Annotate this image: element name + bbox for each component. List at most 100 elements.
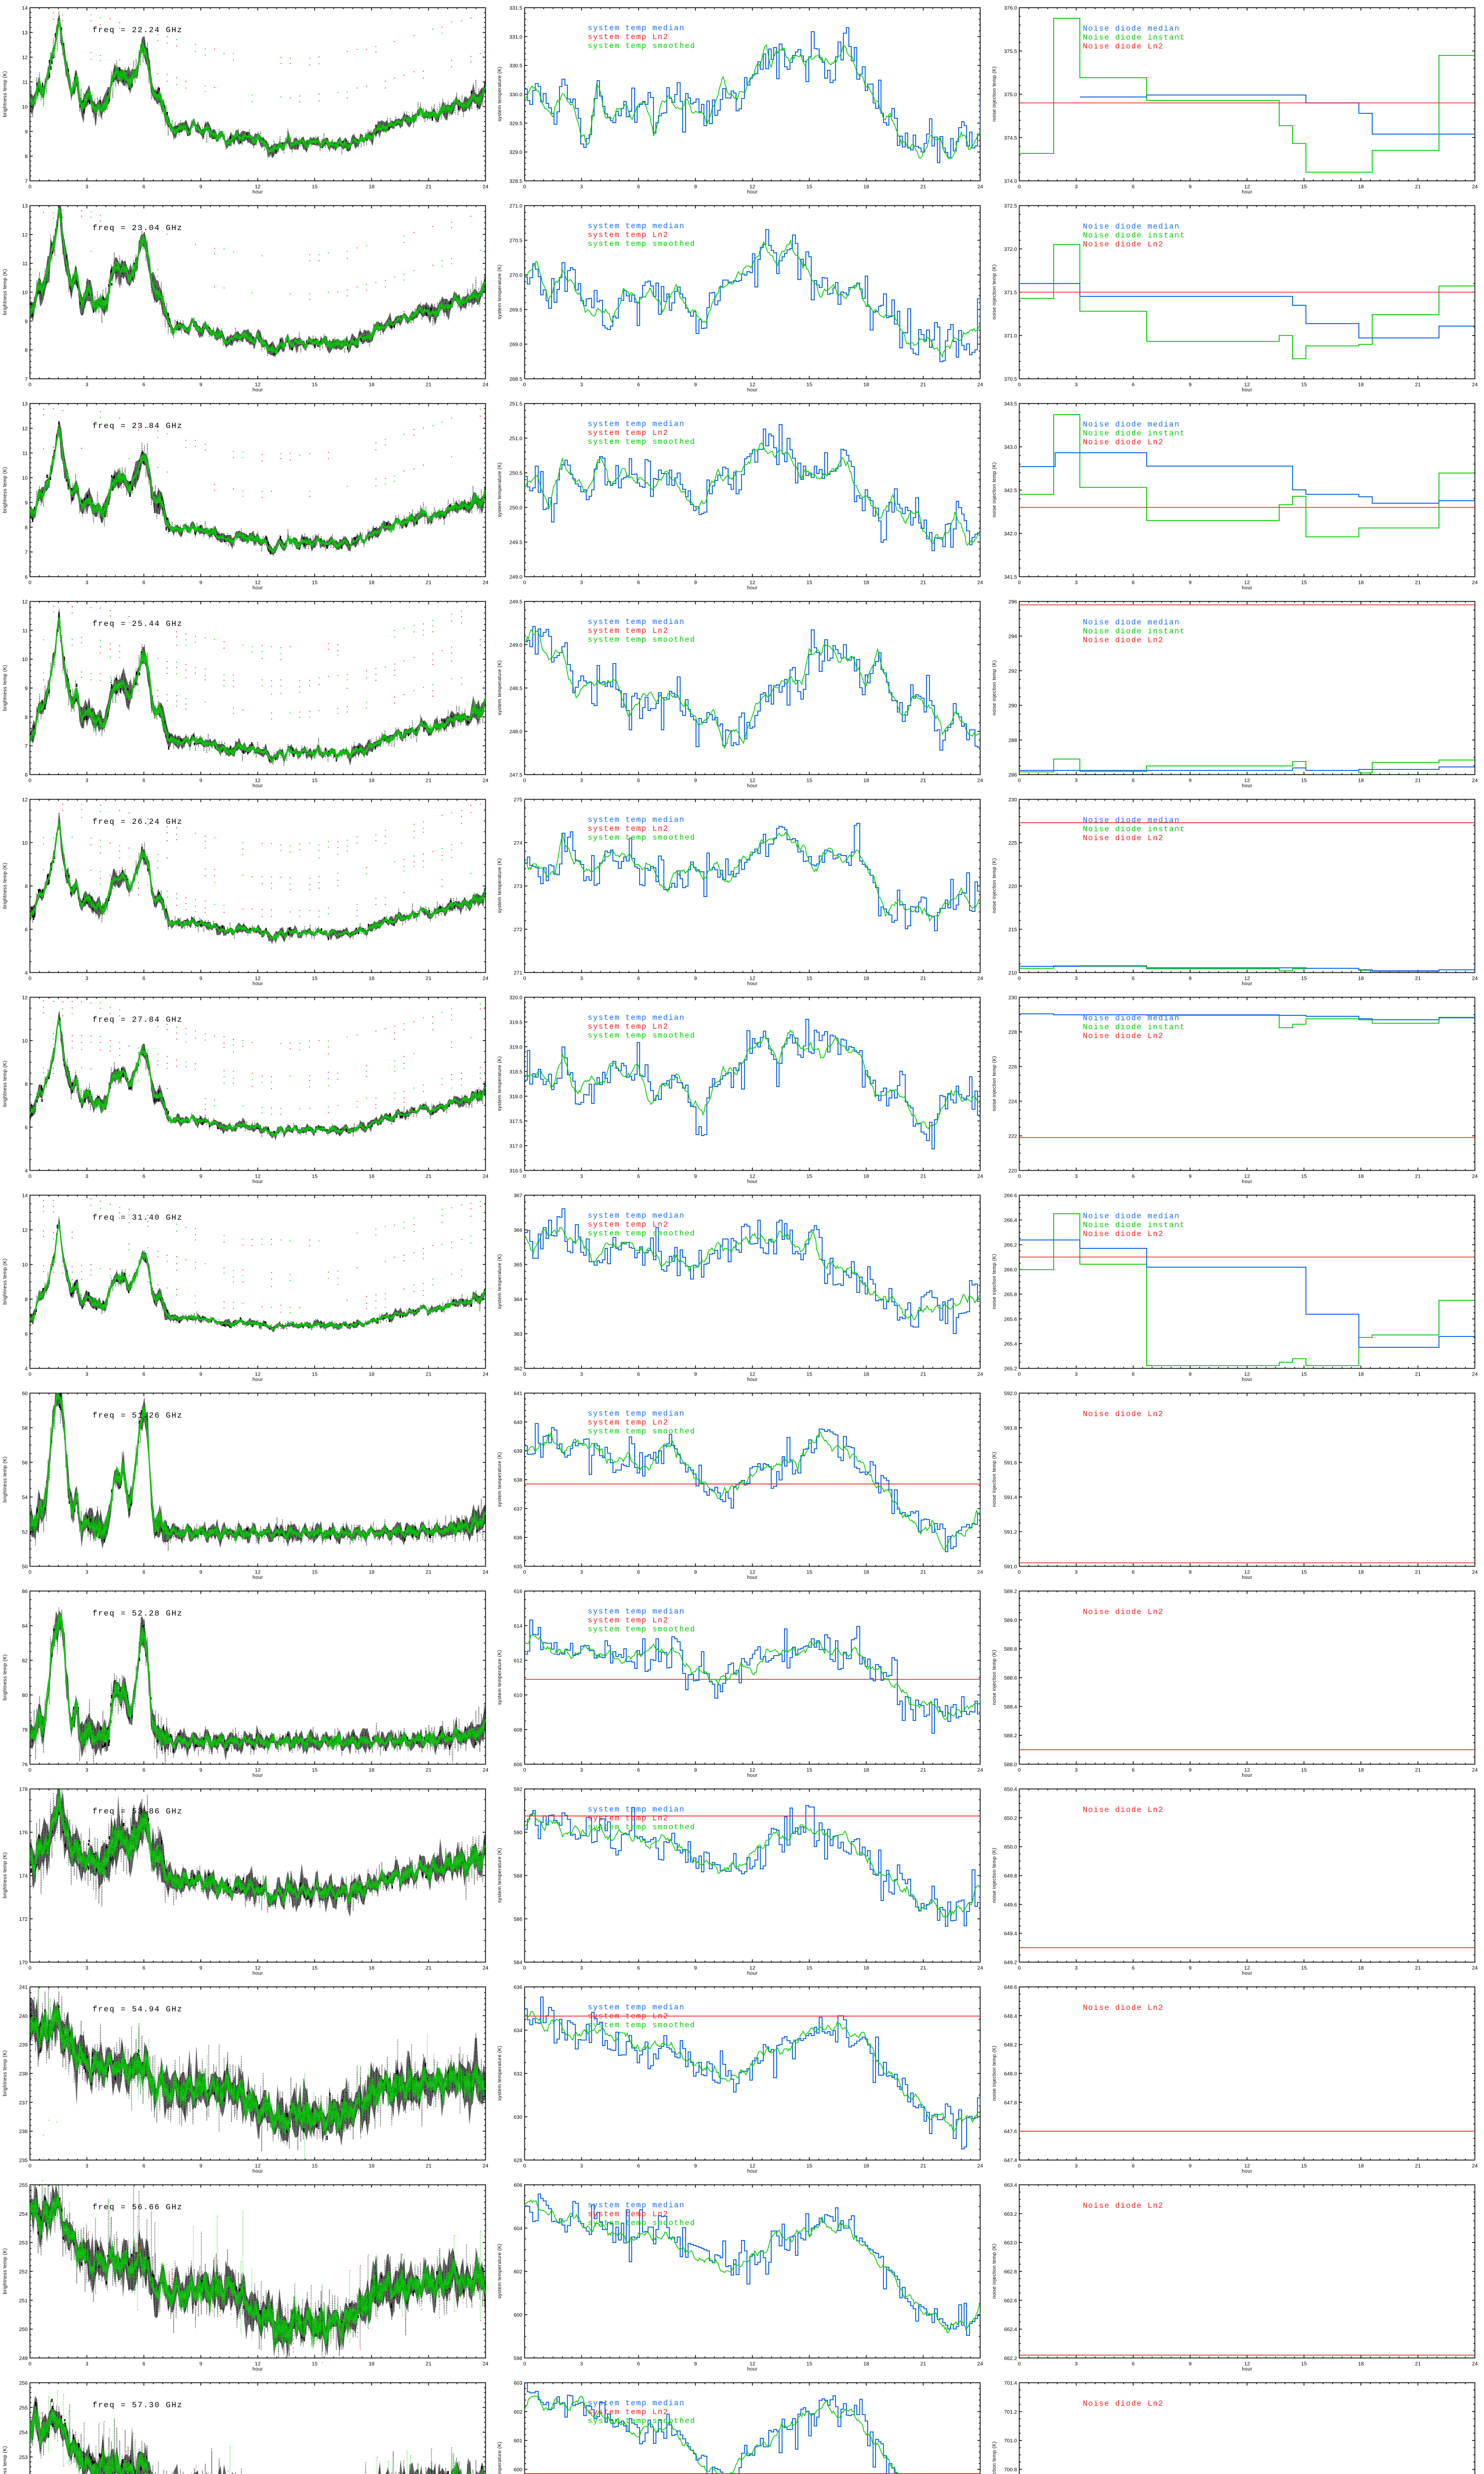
svg-text:0: 0 <box>29 1965 32 1971</box>
svg-text:648.4: 648.4 <box>1004 2013 1017 2019</box>
svg-text:24: 24 <box>483 1965 489 1971</box>
svg-text:21: 21 <box>1415 1174 1421 1180</box>
svg-text:hour: hour <box>252 1179 263 1185</box>
svg-text:24: 24 <box>483 2361 489 2367</box>
svg-text:Noise diode median: Noise diode median <box>1083 816 1180 825</box>
svg-text:9: 9 <box>694 382 697 388</box>
svg-text:0: 0 <box>523 1372 526 1378</box>
svg-text:Noise diode Ln2: Noise diode Ln2 <box>1083 1608 1164 1617</box>
svg-text:brightness temp (K): brightness temp (K) <box>2 71 8 117</box>
svg-text:248.5: 248.5 <box>510 686 522 692</box>
svg-text:649.8: 649.8 <box>1004 1873 1017 1879</box>
svg-text:21: 21 <box>426 1965 432 1971</box>
svg-text:21: 21 <box>426 2163 432 2169</box>
svg-text:330.0: 330.0 <box>510 92 522 98</box>
svg-text:0: 0 <box>29 1372 32 1378</box>
svg-text:6: 6 <box>1132 1570 1135 1575</box>
svg-text:662.2: 662.2 <box>1004 2356 1017 2362</box>
svg-text:10: 10 <box>22 840 28 846</box>
svg-text:588.2: 588.2 <box>1004 1733 1017 1739</box>
svg-text:241: 241 <box>19 1985 28 1991</box>
svg-text:226: 226 <box>1008 1064 1017 1070</box>
svg-text:system temperature (K): system temperature (K) <box>497 1254 503 1309</box>
svg-text:12: 12 <box>749 1965 755 1971</box>
svg-text:hour: hour <box>1242 783 1252 789</box>
svg-text:0: 0 <box>1018 976 1021 982</box>
svg-text:noise injection temp (K): noise injection temp (K) <box>992 264 997 320</box>
svg-text:Noise diode Ln2: Noise diode Ln2 <box>1083 1230 1164 1238</box>
svg-text:3: 3 <box>86 1767 89 1773</box>
svg-text:3: 3 <box>86 1372 89 1378</box>
svg-text:3: 3 <box>1075 1570 1078 1575</box>
svg-text:11: 11 <box>22 80 28 86</box>
svg-text:9: 9 <box>1189 1174 1192 1180</box>
svg-text:Noise diode Ln2: Noise diode Ln2 <box>1083 2003 1164 2012</box>
svg-text:12: 12 <box>749 1767 755 1773</box>
svg-text:701.2: 701.2 <box>1004 2409 1017 2415</box>
svg-text:13: 13 <box>22 30 28 36</box>
svg-text:18: 18 <box>863 1570 869 1575</box>
svg-text:hour: hour <box>747 2367 758 2372</box>
svg-text:265.4: 265.4 <box>1004 1341 1017 1347</box>
svg-text:6: 6 <box>1132 2163 1135 2169</box>
svg-text:6: 6 <box>142 778 145 784</box>
svg-text:0: 0 <box>523 382 526 388</box>
svg-text:11: 11 <box>22 451 28 457</box>
svg-text:12: 12 <box>749 976 755 982</box>
svg-text:12: 12 <box>22 599 28 605</box>
svg-text:316.5: 316.5 <box>510 1168 522 1174</box>
svg-text:632: 632 <box>513 2071 522 2077</box>
svg-text:system temp smoothed: system temp smoothed <box>588 2021 696 2030</box>
svg-text:9: 9 <box>694 1174 697 1180</box>
svg-text:hour: hour <box>747 1575 758 1580</box>
svg-text:0: 0 <box>29 1767 32 1773</box>
svg-text:9: 9 <box>1189 1570 1192 1575</box>
svg-text:18: 18 <box>369 1965 374 1971</box>
svg-text:13: 13 <box>22 203 28 209</box>
svg-text:329.5: 329.5 <box>510 121 522 127</box>
svg-text:21: 21 <box>1415 2163 1421 2169</box>
svg-text:375.0: 375.0 <box>1004 92 1017 98</box>
svg-text:24: 24 <box>1472 976 1478 982</box>
svg-text:Noise diode instant: Noise diode instant <box>1083 231 1185 240</box>
svg-text:10: 10 <box>22 476 28 481</box>
svg-text:6: 6 <box>637 1174 640 1180</box>
svg-text:3: 3 <box>1075 1767 1078 1773</box>
svg-text:9: 9 <box>1189 580 1192 586</box>
svg-text:system temp median: system temp median <box>588 2201 685 2210</box>
svg-text:system temp median: system temp median <box>588 1013 685 1022</box>
svg-text:6: 6 <box>142 1570 145 1575</box>
svg-text:78: 78 <box>22 1727 28 1733</box>
svg-text:6: 6 <box>25 927 28 933</box>
svg-text:24: 24 <box>977 1570 983 1575</box>
svg-text:271: 271 <box>513 970 522 976</box>
svg-text:system temp median: system temp median <box>588 1805 685 1814</box>
svg-text:hour: hour <box>252 2367 263 2372</box>
svg-text:system temp smoothed: system temp smoothed <box>588 2219 696 2228</box>
svg-text:588.4: 588.4 <box>1004 1704 1017 1710</box>
svg-text:252: 252 <box>19 2269 28 2275</box>
svg-text:hour: hour <box>747 387 758 393</box>
svg-text:636: 636 <box>513 1535 522 1541</box>
svg-text:system temp Ln2: system temp Ln2 <box>588 2408 669 2417</box>
svg-text:system temp Ln2: system temp Ln2 <box>588 824 669 833</box>
svg-text:system temp median: system temp median <box>588 1607 685 1616</box>
svg-text:8: 8 <box>25 714 28 720</box>
svg-text:0: 0 <box>1018 1767 1021 1773</box>
svg-text:24: 24 <box>483 778 489 784</box>
svg-text:18: 18 <box>863 1767 869 1773</box>
svg-text:system temp smoothed: system temp smoothed <box>588 833 696 842</box>
svg-text:21: 21 <box>1415 382 1421 388</box>
svg-text:Noise diode Ln2: Noise diode Ln2 <box>1083 2201 1164 2210</box>
svg-text:Noise diode Ln2: Noise diode Ln2 <box>1083 1806 1164 1814</box>
svg-text:18: 18 <box>1358 1965 1364 1971</box>
svg-text:system temp Ln2: system temp Ln2 <box>588 626 669 635</box>
svg-text:18: 18 <box>369 580 374 586</box>
svg-text:24: 24 <box>483 1372 489 1378</box>
svg-text:364: 364 <box>513 1297 522 1303</box>
svg-text:12: 12 <box>1244 778 1250 784</box>
svg-text:84: 84 <box>22 1623 28 1629</box>
svg-text:3: 3 <box>580 184 583 190</box>
svg-text:hour: hour <box>747 190 758 195</box>
svg-text:662.6: 662.6 <box>1004 2298 1017 2304</box>
